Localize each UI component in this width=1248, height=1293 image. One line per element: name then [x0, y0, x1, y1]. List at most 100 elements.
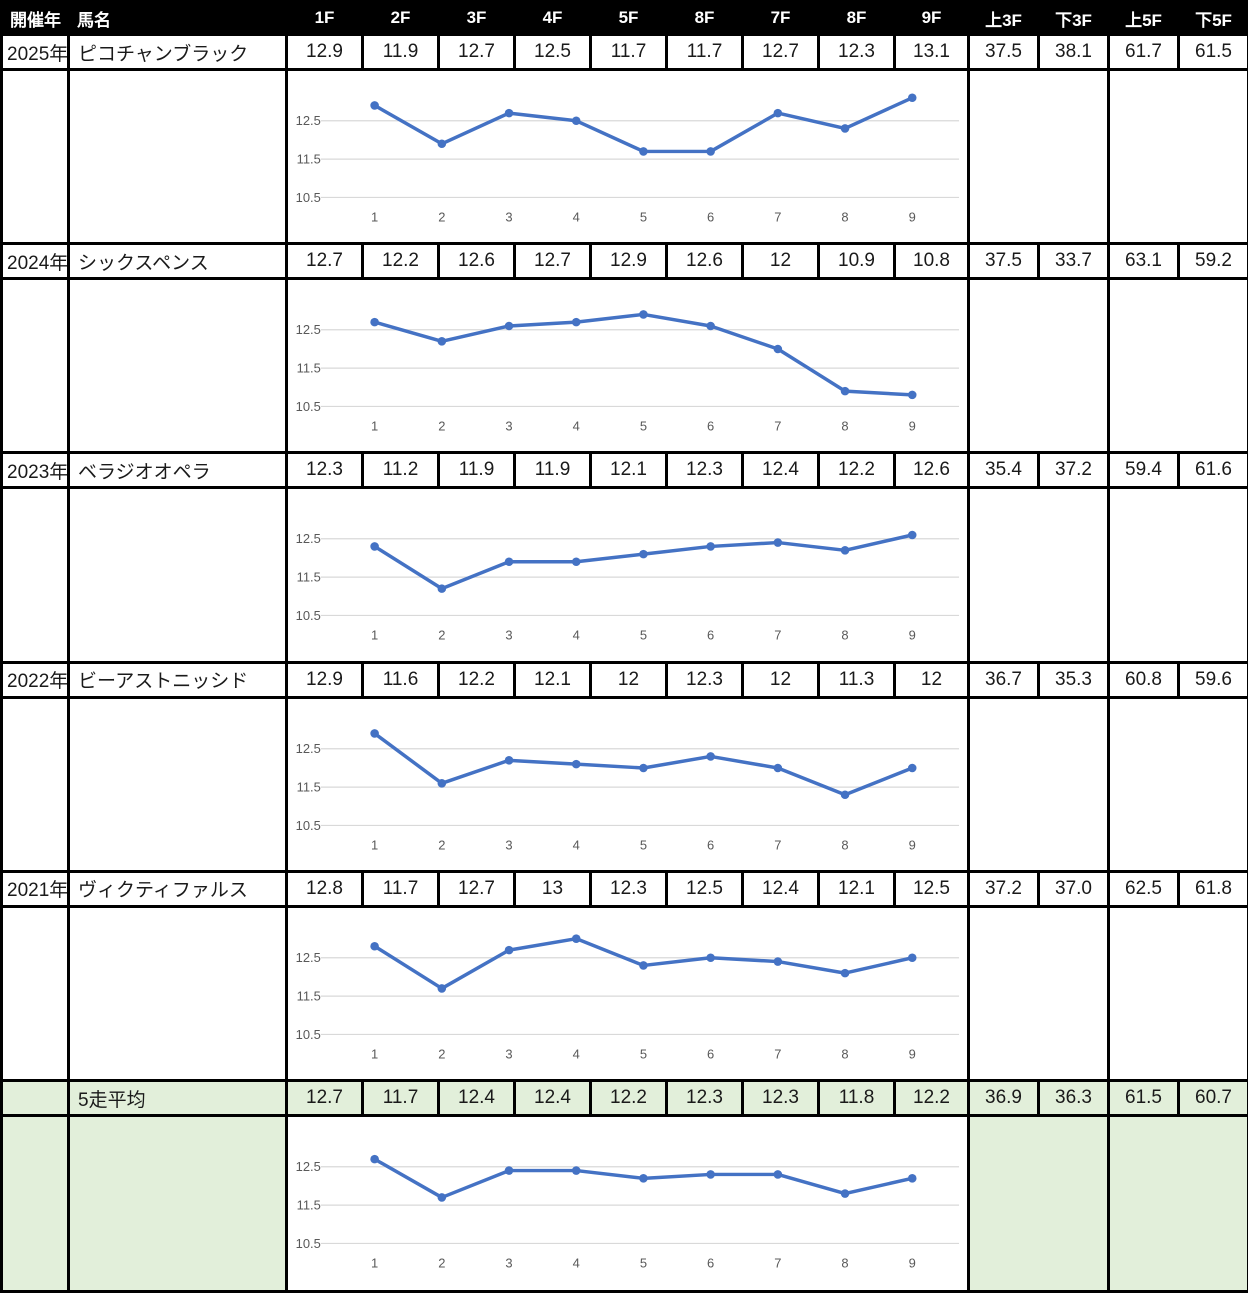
summary-cell[interactable]: 36.9	[969, 1081, 1039, 1116]
lap-cell[interactable]: 12.7	[515, 244, 591, 279]
horse-name-cell[interactable]: ビーアストニッシド	[69, 662, 287, 697]
horse-name-cell[interactable]: ピコチャンブラック	[69, 35, 287, 70]
summary-cell[interactable]: 60.7	[1179, 1081, 1248, 1116]
year-cell[interactable]: 2024年	[2, 244, 69, 279]
summary-cell[interactable]: 61.8	[1179, 871, 1248, 906]
lap-cell[interactable]: 12	[743, 662, 819, 697]
summary-cell[interactable]: 38.1	[1039, 35, 1109, 70]
year-cell[interactable]: 2025年	[2, 35, 69, 70]
summary-cell[interactable]: 63.1	[1109, 244, 1179, 279]
header-cell-上3F[interactable]: 上3F	[969, 2, 1039, 35]
header-cell-1F[interactable]: 1F	[287, 2, 363, 35]
lap-cell[interactable]: 12.2	[363, 244, 439, 279]
average-label-cell[interactable]: 5走平均	[69, 1081, 287, 1116]
lap-cell[interactable]: 10.9	[819, 244, 895, 279]
lap-cell[interactable]: 12.7	[743, 35, 819, 70]
lap-cell[interactable]: 11.3	[819, 662, 895, 697]
summary-cell[interactable]: 35.4	[969, 453, 1039, 488]
summary-cell[interactable]: 37.0	[1039, 871, 1109, 906]
summary-cell[interactable]: 60.8	[1109, 662, 1179, 697]
year-cell[interactable]: 2022年	[2, 662, 69, 697]
header-cell-5F[interactable]: 5F	[591, 2, 667, 35]
lap-cell[interactable]: 11.9	[439, 453, 515, 488]
lap-cell[interactable]: 12.4	[515, 1081, 591, 1116]
lap-cell[interactable]: 12.6	[667, 244, 743, 279]
lap-cell[interactable]: 12.2	[819, 453, 895, 488]
summary-cell[interactable]: 36.3	[1039, 1081, 1109, 1116]
lap-cell[interactable]: 11.7	[591, 35, 667, 70]
lap-cell[interactable]: 12.7	[439, 871, 515, 906]
lap-cell[interactable]: 11.2	[363, 453, 439, 488]
lap-cell[interactable]: 12.3	[819, 35, 895, 70]
summary-cell[interactable]: 37.2	[1039, 453, 1109, 488]
summary-cell[interactable]: 37.2	[969, 871, 1039, 906]
lap-cell[interactable]: 12.1	[591, 453, 667, 488]
lap-cell[interactable]: 12.5	[667, 871, 743, 906]
summary-cell[interactable]: 37.5	[969, 35, 1039, 70]
lap-cell[interactable]: 11.9	[515, 453, 591, 488]
header-cell-3F[interactable]: 3F	[439, 2, 515, 35]
lap-cell[interactable]: 12.3	[667, 1081, 743, 1116]
lap-cell[interactable]: 12.3	[667, 662, 743, 697]
lap-cell[interactable]: 11.6	[363, 662, 439, 697]
summary-cell[interactable]: 36.7	[969, 662, 1039, 697]
horse-name-cell[interactable]: シックスペンス	[69, 244, 287, 279]
header-cell-上5F[interactable]: 上5F	[1109, 2, 1179, 35]
lap-cell[interactable]: 12.7	[287, 244, 363, 279]
year-cell[interactable]	[2, 1081, 69, 1116]
horse-name-cell[interactable]: ヴィクティファルス	[69, 871, 287, 906]
lap-cell[interactable]: 12.4	[439, 1081, 515, 1116]
lap-cell[interactable]: 12.2	[591, 1081, 667, 1116]
summary-cell[interactable]: 62.5	[1109, 871, 1179, 906]
lap-cell[interactable]: 12.8	[287, 871, 363, 906]
lap-cell[interactable]: 12.6	[439, 244, 515, 279]
lap-cell[interactable]: 11.8	[819, 1081, 895, 1116]
summary-cell[interactable]: 59.2	[1179, 244, 1248, 279]
lap-cell[interactable]: 12.9	[287, 662, 363, 697]
lap-cell[interactable]: 11.9	[363, 35, 439, 70]
lap-cell[interactable]: 12	[895, 662, 969, 697]
lap-cell[interactable]: 11.7	[363, 871, 439, 906]
header-cell-馬名[interactable]: 馬名	[69, 2, 287, 35]
year-cell[interactable]: 2023年	[2, 453, 69, 488]
lap-cell[interactable]: 13.1	[895, 35, 969, 70]
lap-cell[interactable]: 12	[591, 662, 667, 697]
header-cell-8F[interactable]: 8F	[819, 2, 895, 35]
header-cell-開催年[interactable]: 開催年	[2, 2, 69, 35]
summary-cell[interactable]: 59.6	[1179, 662, 1248, 697]
lap-cell[interactable]: 12.2	[895, 1081, 969, 1116]
lap-cell[interactable]: 12.5	[515, 35, 591, 70]
lap-cell[interactable]: 12	[743, 244, 819, 279]
lap-cell[interactable]: 11.7	[667, 35, 743, 70]
lap-cell[interactable]: 12.9	[287, 35, 363, 70]
lap-cell[interactable]: 12.4	[743, 453, 819, 488]
summary-cell[interactable]: 61.6	[1179, 453, 1248, 488]
header-cell-下3F[interactable]: 下3F	[1039, 2, 1109, 35]
summary-cell[interactable]: 59.4	[1109, 453, 1179, 488]
lap-cell[interactable]: 12.9	[591, 244, 667, 279]
header-cell-7F[interactable]: 7F	[743, 2, 819, 35]
lap-cell[interactable]: 12.7	[287, 1081, 363, 1116]
lap-cell[interactable]: 12.1	[819, 871, 895, 906]
lap-cell[interactable]: 12.4	[743, 871, 819, 906]
summary-cell[interactable]: 35.3	[1039, 662, 1109, 697]
header-cell-下5F[interactable]: 下5F	[1179, 2, 1248, 35]
horse-name-cell[interactable]: ベラジオオペラ	[69, 453, 287, 488]
lap-cell[interactable]: 12.6	[895, 453, 969, 488]
lap-cell[interactable]: 12.3	[287, 453, 363, 488]
lap-cell[interactable]: 12.3	[743, 1081, 819, 1116]
lap-cell[interactable]: 12.3	[591, 871, 667, 906]
lap-cell[interactable]: 13	[515, 871, 591, 906]
header-cell-4F[interactable]: 4F	[515, 2, 591, 35]
summary-cell[interactable]: 61.7	[1109, 35, 1179, 70]
summary-cell[interactable]: 37.5	[969, 244, 1039, 279]
lap-cell[interactable]: 12.5	[895, 871, 969, 906]
lap-cell[interactable]: 11.7	[363, 1081, 439, 1116]
year-cell[interactable]: 2021年	[2, 871, 69, 906]
header-cell-9F[interactable]: 9F	[895, 2, 969, 35]
